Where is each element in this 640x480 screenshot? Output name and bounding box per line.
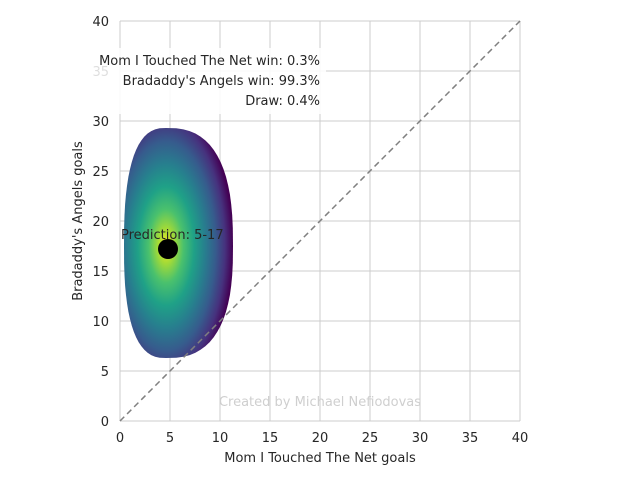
y-tick-label: 40 [92, 15, 109, 30]
draw-line [119, 20, 521, 422]
y-tick-label: 30 [92, 115, 109, 130]
x-tick-label: 25 [362, 431, 379, 446]
y-axis-label: Bradaddy's Angels goals [71, 141, 86, 301]
y-tick-label: 5 [101, 365, 109, 380]
y-tick-label: 15 [92, 265, 109, 280]
y-tick-label: 25 [92, 165, 109, 180]
y-tick-label: 10 [92, 315, 109, 330]
x-tick-label: 5 [166, 431, 174, 446]
y-tick-label: 20 [92, 215, 109, 230]
x-tick-label: 10 [212, 431, 229, 446]
away-win-text: Mom I Touched The Net win: 0.3% [99, 54, 320, 69]
x-tick-label: 30 [412, 431, 429, 446]
x-tick-label: 20 [312, 431, 329, 446]
prediction-marker [158, 239, 178, 259]
x-tick-label: 0 [116, 431, 124, 446]
x-tick-label: 40 [512, 431, 529, 446]
x-tick-label: 35 [462, 431, 479, 446]
x-axis-ticks: 0 5 10 15 20 25 30 35 40 [116, 431, 528, 446]
x-axis-label: Mom I Touched The Net goals [224, 451, 416, 466]
score-probability-heatmap [124, 128, 233, 358]
win-probability-box: Mom I Touched The Net win: 0.3% Bradaddy… [80, 48, 326, 114]
draw-text: Draw: 0.4% [245, 94, 320, 109]
prediction-label: Prediction: 5-17 [121, 228, 224, 243]
credit-text: Created by Michael Nefiodovas [219, 395, 421, 410]
y-tick-label: 0 [101, 415, 109, 430]
home-win-text: Bradaddy's Angels win: 99.3% [123, 74, 320, 89]
x-tick-label: 15 [262, 431, 279, 446]
